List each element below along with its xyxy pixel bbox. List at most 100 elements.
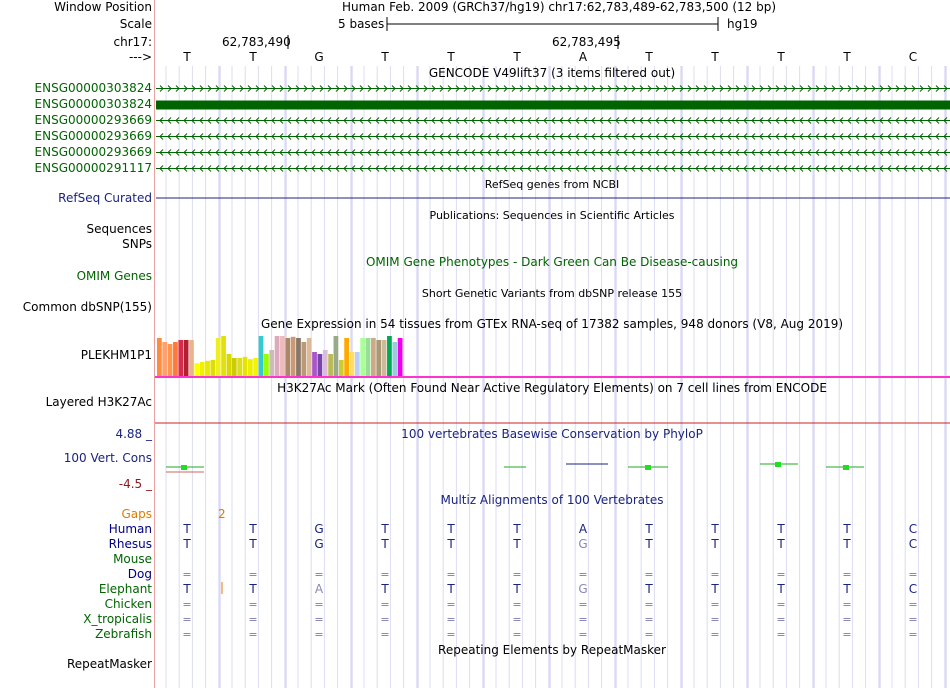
- strand-arrow: [535, 85, 540, 92]
- strand-arrow: [895, 117, 900, 124]
- strand-arrow: [383, 133, 388, 140]
- strand-arrow: [207, 85, 212, 92]
- strand-arrow: [807, 133, 812, 140]
- strand-arrow: [495, 165, 500, 172]
- strand-arrow: [303, 85, 308, 92]
- gencode-label-5[interactable]: ENSG00000291117: [34, 161, 152, 175]
- dbsnp-label[interactable]: Common dbSNP(155): [22, 300, 152, 314]
- publications-label-sequences[interactable]: Sequences: [86, 222, 152, 236]
- species-label-rhesus[interactable]: Rhesus: [108, 537, 152, 551]
- strand-arrow: [455, 165, 460, 172]
- strand-arrow: [943, 133, 948, 140]
- gencode-label-0[interactable]: ENSG00000303824: [34, 81, 152, 95]
- refseq-label[interactable]: RefSeq Curated: [58, 191, 152, 205]
- strand-arrow: [439, 117, 444, 124]
- strand-arrow: [319, 165, 324, 172]
- publications-label-snps[interactable]: SNPs: [122, 237, 152, 251]
- gtex-bar: [274, 336, 280, 376]
- strand-arrow: [479, 133, 484, 140]
- gtex-bar: [344, 338, 349, 376]
- strand-arrow: [391, 85, 396, 92]
- strand-arrow: [207, 133, 212, 140]
- strand-arrow: [207, 117, 212, 124]
- strand-arrow: [479, 149, 484, 156]
- strand-arrow: [431, 165, 436, 172]
- strand-arrow: [879, 149, 884, 156]
- gtex-label[interactable]: PLEKHM1P1: [80, 348, 152, 362]
- strand-arrow: [791, 165, 796, 172]
- strand-arrow: [335, 85, 340, 92]
- gencode-label-3[interactable]: ENSG00000293669: [34, 129, 152, 143]
- strand-arrow: [551, 149, 556, 156]
- strand-arrow: [631, 85, 636, 92]
- window-position-label: Window Position: [54, 0, 152, 14]
- strand-arrow: [863, 133, 868, 140]
- strand-arrow: [535, 149, 540, 156]
- species-label-elephant[interactable]: Elephant: [98, 582, 152, 596]
- gtex-bar: [269, 350, 275, 376]
- strand-arrow: [527, 85, 532, 92]
- strand-arrow: [599, 85, 604, 92]
- alignment-base: =: [314, 598, 324, 611]
- alignment-base: T: [381, 582, 389, 596]
- gencode-label-1[interactable]: ENSG00000303824: [34, 97, 152, 111]
- species-label-chicken[interactable]: Chicken: [104, 597, 152, 611]
- strand-arrow: [295, 117, 300, 124]
- strand-arrow: [399, 133, 404, 140]
- species-label-mouse[interactable]: Mouse: [113, 552, 152, 566]
- strand-arrow: [191, 117, 196, 124]
- strand-arrow: [415, 85, 420, 92]
- strand-arrow: [831, 133, 836, 140]
- gtex-bar: [205, 360, 210, 376]
- strand-arrow: [767, 165, 772, 172]
- strand-arrow: [279, 133, 284, 140]
- strand-arrow: [375, 149, 380, 156]
- strand-arrow: [415, 133, 420, 140]
- base-2: G: [314, 50, 324, 64]
- species-label-x_tropicalis[interactable]: X_tropicalis: [83, 612, 152, 626]
- strand-arrow: [567, 149, 572, 156]
- alignment-base: =: [380, 613, 390, 626]
- strand-arrow: [647, 165, 652, 172]
- strand-arrow: [751, 85, 756, 92]
- species-label-zebrafish[interactable]: Zebrafish: [95, 627, 152, 641]
- strand-arrow: [367, 85, 372, 92]
- strand-arrow: [615, 165, 620, 172]
- strand-arrow: [895, 165, 900, 172]
- strand-arrow: [879, 85, 884, 92]
- species-label-dog[interactable]: Dog: [127, 567, 152, 581]
- base-3: T: [381, 50, 389, 64]
- strand-arrow: [247, 117, 252, 124]
- strand-arrow: [695, 133, 700, 140]
- repeatmasker-label[interactable]: RepeatMasker: [66, 657, 152, 671]
- strand-arrow: [167, 117, 172, 124]
- alignment-base: =: [776, 568, 786, 581]
- strand-arrow: [231, 85, 236, 92]
- phylop-label[interactable]: 100 Vert. Cons: [63, 451, 152, 465]
- gtex-bar: [392, 342, 398, 376]
- strand-arrow: [175, 149, 180, 156]
- strand-arrow: [543, 117, 548, 124]
- strand-arrow: [767, 117, 772, 124]
- strand-arrow: [623, 149, 628, 156]
- h3k27ac-label[interactable]: Layered H3K27Ac: [45, 395, 152, 409]
- strand-arrow: [623, 133, 628, 140]
- strand-arrow: [391, 165, 396, 172]
- strand-arrow: [407, 85, 412, 92]
- strand-arrow: [383, 85, 388, 92]
- base-0: T: [183, 50, 191, 64]
- strand-arrow: [551, 165, 556, 172]
- strand-arrow: [767, 85, 772, 92]
- species-label-human[interactable]: Human: [108, 522, 152, 536]
- strand-arrow: [511, 165, 516, 172]
- omim-label[interactable]: OMIM Genes: [76, 269, 152, 283]
- strand-arrow: [887, 165, 892, 172]
- alignment-base: T: [513, 537, 521, 551]
- gtex-bar: [173, 342, 178, 376]
- strand-arrow: [639, 165, 644, 172]
- gencode-label-2[interactable]: ENSG00000293669: [34, 113, 152, 127]
- gencode-label-4[interactable]: ENSG00000293669: [34, 145, 152, 159]
- strand-arrow: [159, 85, 164, 92]
- strand-arrow: [863, 117, 868, 124]
